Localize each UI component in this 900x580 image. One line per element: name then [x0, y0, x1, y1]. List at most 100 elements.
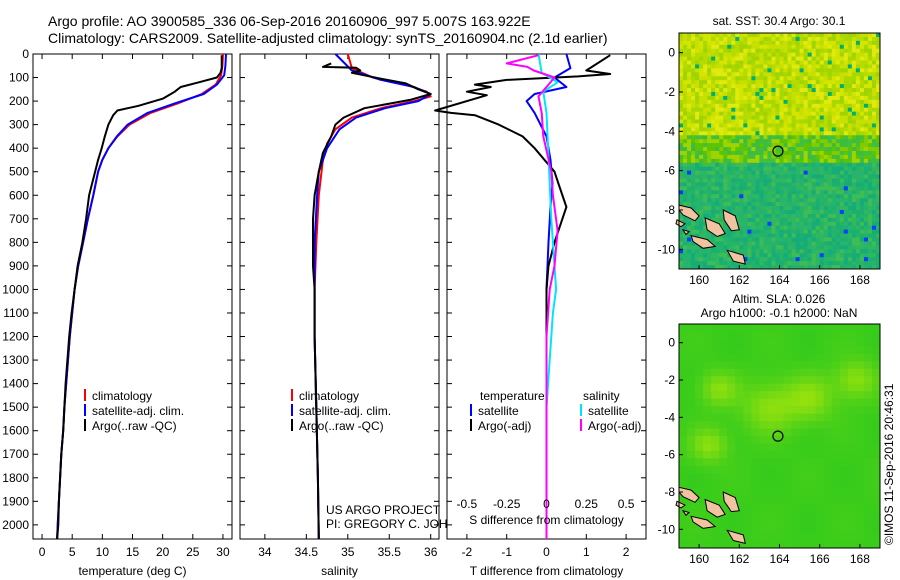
- sla-cell: [743, 503, 752, 512]
- sst-cell: [775, 241, 780, 246]
- sla-cell: [847, 540, 857, 549]
- profile-location-marker: [772, 145, 784, 157]
- sst-cell: [867, 241, 873, 246]
- sst-cell: [771, 127, 776, 132]
- sst-cell: [799, 182, 805, 187]
- sla-cell: [759, 533, 768, 542]
- sst-cell: [783, 233, 789, 239]
- sla-cell: [847, 383, 857, 392]
- sst-cell: [687, 60, 692, 65]
- sst-cell: [815, 99, 821, 105]
- sst-cell: [831, 213, 837, 219]
- sla-cell: [711, 495, 720, 504]
- sla-cell: [751, 391, 760, 400]
- sst-cell: [871, 253, 877, 258]
- sst-cell: [871, 107, 877, 113]
- sst-cell: [779, 68, 785, 73]
- sst-cell: [711, 170, 716, 176]
- sst-cell: [851, 40, 857, 46]
- sst-cell: [687, 198, 692, 203]
- sst-cell: [719, 261, 724, 266]
- sla-cell: [855, 361, 865, 370]
- sst-cell: [731, 170, 736, 176]
- sst-cell: [815, 154, 821, 160]
- sst-cell: [831, 261, 837, 266]
- sst-cell: [831, 210, 837, 215]
- sst-cell: [823, 48, 829, 54]
- sst-cell: [759, 170, 764, 176]
- sst-cell: [783, 36, 789, 42]
- sst-cell: [751, 33, 756, 38]
- sst-cell: [851, 158, 857, 164]
- sla-cell: [799, 488, 809, 497]
- sst-cell: [799, 217, 805, 223]
- sst-cell: [779, 202, 785, 207]
- sst-cell: [863, 40, 869, 46]
- sst-cell: [787, 84, 793, 89]
- sst-cell: [707, 95, 712, 101]
- sst-cell: [775, 249, 780, 254]
- sst-cell: [723, 198, 728, 203]
- sla-cell: [847, 324, 857, 332]
- sst-cell: [855, 182, 861, 187]
- sst-cell: [859, 249, 865, 254]
- sst-cell: [707, 154, 712, 160]
- sst-cell: [831, 80, 837, 85]
- sst-cell: [775, 245, 780, 250]
- sla-cell: [775, 338, 785, 347]
- sst-cell: [855, 139, 861, 144]
- sla-cell: [695, 510, 704, 519]
- sst-cell: [775, 162, 780, 168]
- sst-cell: [851, 190, 857, 195]
- sst-cell: [783, 221, 789, 227]
- sst-cell: [763, 261, 768, 266]
- sst-cell: [695, 40, 700, 46]
- sla-cell: [799, 324, 809, 332]
- sla-cell: [815, 383, 825, 392]
- sst-cell: [791, 174, 797, 180]
- sst-cell: [767, 135, 772, 140]
- sst-cell: [763, 92, 768, 97]
- sst-cell: [691, 33, 696, 38]
- sst-cell: [711, 174, 716, 180]
- sla-cell: [863, 473, 873, 482]
- sst-cell: [683, 139, 688, 144]
- sst-cell: [731, 233, 736, 239]
- sst-cell: [803, 84, 809, 89]
- sla-cell: [735, 465, 744, 474]
- sst-cell: [719, 99, 724, 105]
- sst-cell: [791, 178, 797, 183]
- sst-cell: [711, 64, 716, 69]
- sla-cell: [855, 480, 865, 489]
- sst-cell: [719, 92, 724, 97]
- sst-cell: [783, 52, 789, 58]
- sst-cell: [871, 84, 877, 89]
- sla-cell: [679, 324, 688, 332]
- sst-cell: [691, 36, 696, 42]
- sst-cell: [687, 257, 692, 262]
- sst-cell: [823, 72, 829, 77]
- sst-cell: [767, 194, 772, 199]
- sst-cell: [687, 88, 692, 93]
- sla-cell: [863, 503, 873, 512]
- sst-cell: [775, 131, 780, 136]
- sst-cell: [715, 60, 720, 65]
- sst-cell: [847, 166, 853, 172]
- sst-cell: [767, 229, 772, 235]
- sst-cell: [711, 111, 716, 117]
- sla-cell: [791, 510, 801, 519]
- sst-cell: [695, 107, 700, 113]
- sst-cell: [795, 194, 801, 199]
- sst-cell: [835, 115, 841, 121]
- sst-cell: [759, 127, 764, 132]
- sst-cell: [755, 229, 760, 235]
- sst-cell: [847, 265, 853, 270]
- sst-cell: [719, 52, 724, 58]
- sst-cell: [819, 80, 825, 85]
- sst-cell: [811, 210, 817, 215]
- sst-cell: [875, 64, 881, 69]
- sst-cell: [703, 72, 708, 77]
- sst-cell: [691, 99, 696, 105]
- sst-cell: [795, 265, 801, 270]
- sst-cell: [723, 76, 728, 81]
